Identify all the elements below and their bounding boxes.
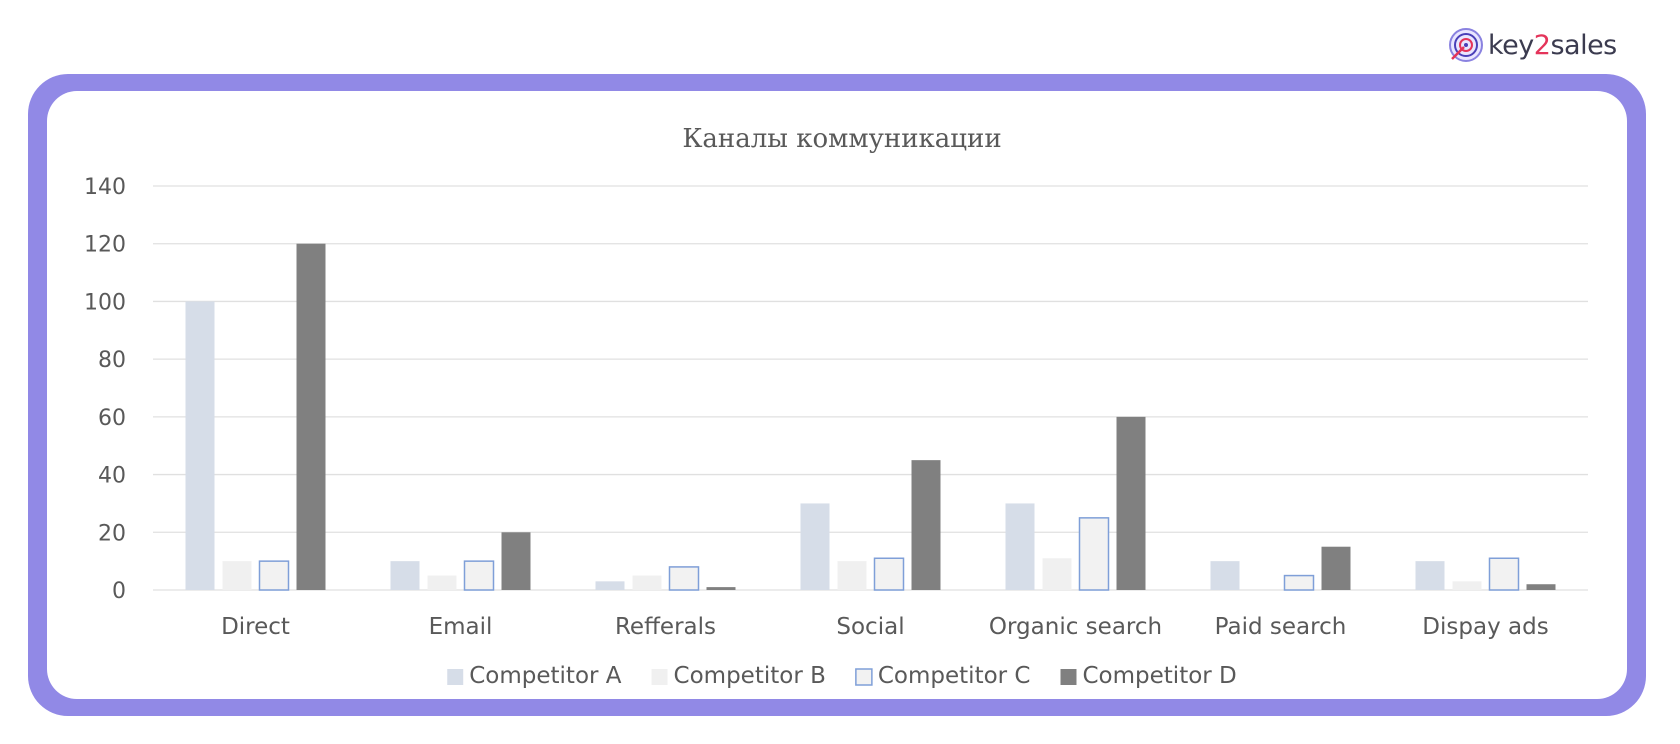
bar — [1321, 546, 1351, 590]
bar — [427, 575, 457, 590]
bar — [1452, 581, 1482, 590]
bar — [873, 557, 905, 591]
bar — [632, 575, 662, 590]
y-tick-label: 60 — [98, 406, 126, 431]
bar — [1488, 557, 1520, 591]
y-tick-label: 100 — [84, 290, 126, 315]
y-tick-label: 0 — [112, 579, 126, 604]
gridlines — [153, 185, 1588, 591]
chart-title: Каналы коммуникации — [682, 124, 1001, 154]
legend-label: Competitor C — [878, 663, 1031, 689]
legend: Competitor A Competitor B Competitor C Comp… — [447, 663, 1237, 689]
legend-item: Competitor A — [447, 663, 622, 689]
legend-swatch — [855, 668, 873, 686]
bar — [1005, 503, 1035, 590]
x-tick-label: Email — [429, 614, 493, 640]
legend-item: Competitor D — [1060, 663, 1237, 689]
bar — [222, 561, 252, 590]
bar — [390, 561, 420, 590]
x-tick-label: Social — [836, 614, 904, 640]
y-tick-label: 120 — [84, 233, 126, 258]
bars — [185, 243, 1556, 591]
bar — [1042, 558, 1072, 590]
bar — [837, 561, 867, 590]
brand-name: key2sales — [1488, 29, 1617, 61]
bar — [185, 301, 215, 590]
bar — [911, 460, 941, 590]
legend-label: Competitor B — [674, 663, 826, 689]
bar — [1526, 584, 1556, 590]
legend-item: Competitor C — [855, 663, 1031, 689]
y-axis-ticks: 0 20 40 60 80 100 120 140 — [84, 175, 126, 604]
bar — [1283, 574, 1315, 591]
bar — [1116, 416, 1146, 590]
bar — [668, 566, 700, 591]
y-tick-label: 140 — [84, 175, 126, 200]
bar — [296, 243, 326, 590]
x-tick-label: Dispay ads — [1422, 614, 1548, 640]
bar — [595, 581, 625, 590]
x-tick-label: Organic search — [989, 614, 1162, 640]
x-axis-labels: Direct Email Refferals Social Organic search… — [221, 614, 1549, 640]
bar — [706, 587, 736, 590]
legend-item: Competitor B — [651, 663, 826, 689]
bar — [258, 560, 290, 591]
legend-label: Competitor A — [469, 663, 622, 689]
bar — [800, 503, 830, 590]
legend-swatch — [447, 669, 464, 685]
bar — [463, 560, 495, 591]
legend-swatch — [651, 669, 668, 685]
y-tick-label: 80 — [98, 348, 126, 373]
bar — [1415, 561, 1445, 590]
legend-label: Competitor D — [1083, 663, 1237, 689]
target-icon — [1449, 28, 1483, 62]
bar — [501, 532, 531, 590]
y-tick-label: 20 — [98, 521, 126, 546]
brand-logo: key2sales — [1448, 24, 1617, 66]
x-tick-label: Refferals — [615, 614, 716, 640]
bar — [1078, 517, 1110, 591]
x-tick-label: Paid search — [1215, 614, 1347, 640]
bar — [1210, 561, 1240, 590]
legend-swatch — [1060, 669, 1077, 685]
y-tick-label: 40 — [98, 464, 126, 489]
x-tick-label: Direct — [221, 614, 290, 640]
